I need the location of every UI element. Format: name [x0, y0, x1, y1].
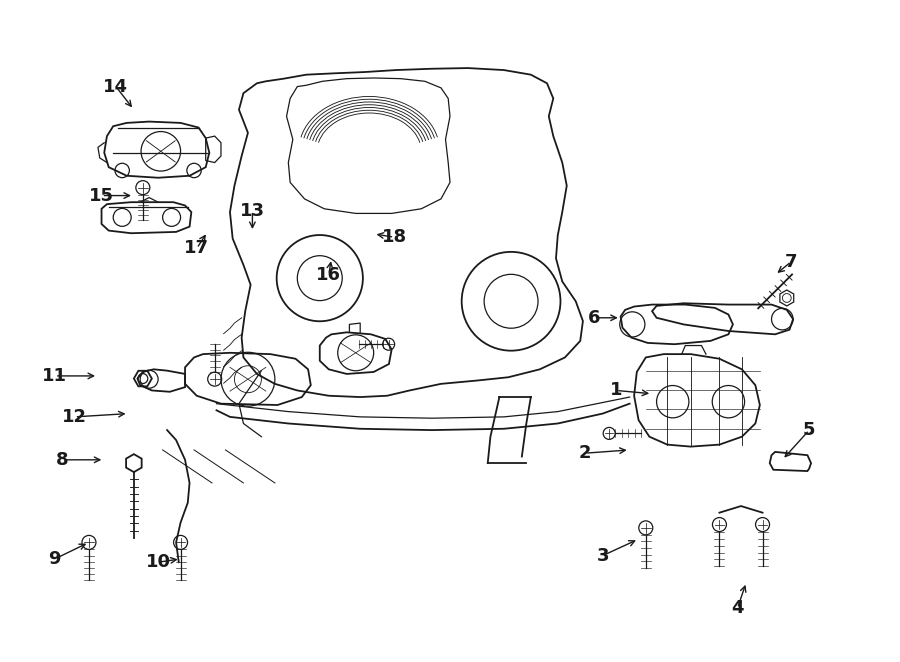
Text: 9: 9 [49, 550, 61, 568]
Text: 16: 16 [316, 266, 341, 284]
Text: 7: 7 [785, 253, 797, 271]
Text: 12: 12 [62, 408, 87, 426]
Text: 8: 8 [56, 451, 68, 469]
Text: 14: 14 [104, 77, 129, 95]
Polygon shape [126, 454, 141, 472]
Text: 11: 11 [42, 367, 68, 385]
Text: 5: 5 [803, 421, 815, 439]
Text: 3: 3 [597, 547, 609, 565]
Text: 18: 18 [382, 228, 407, 246]
Text: 1: 1 [610, 381, 623, 399]
Text: 2: 2 [579, 444, 591, 462]
Text: 6: 6 [588, 308, 600, 327]
Text: 17: 17 [184, 240, 209, 258]
Text: 4: 4 [731, 600, 743, 618]
Text: 13: 13 [240, 202, 265, 220]
Text: 15: 15 [89, 187, 114, 205]
Text: 10: 10 [146, 553, 171, 571]
